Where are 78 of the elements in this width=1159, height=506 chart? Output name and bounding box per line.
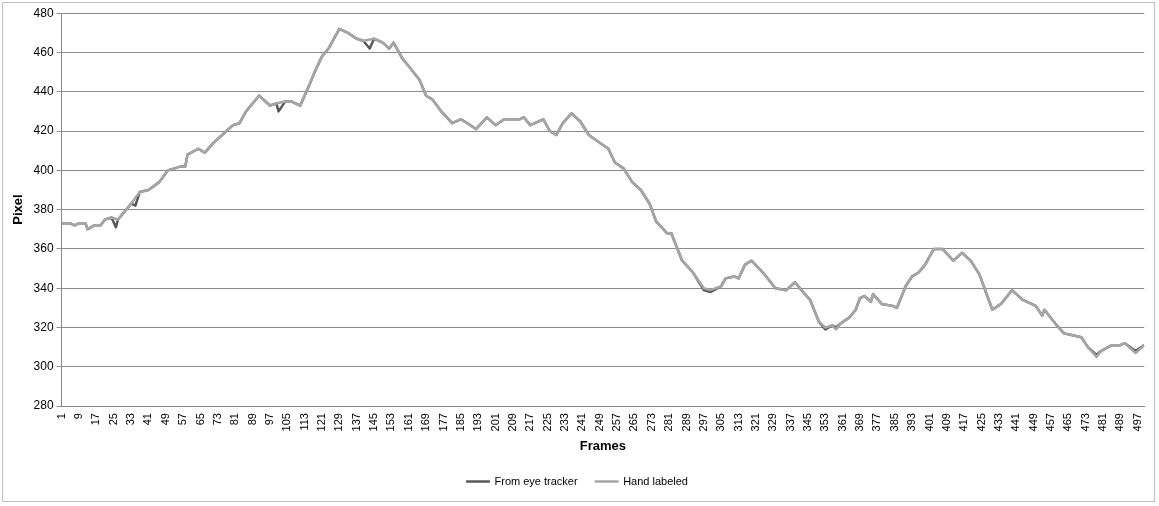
x-tick-label: 241 [575,413,588,432]
y-tick-label: 340 [33,280,54,295]
x-tick-label: 57 [176,413,189,426]
x-tick-label: 137 [349,413,362,432]
x-tick-label: 257 [610,413,623,432]
x-tick-label: 297 [696,413,709,432]
x-tick-label: 401 [922,413,935,432]
x-tick-label: 289 [679,413,692,432]
x-tick-label: 193 [471,413,484,432]
legend-label: Hand labeled [623,474,688,487]
y-tick-label: 440 [33,84,54,99]
x-tick-label: 121 [315,413,328,432]
x-tick-label: 353 [818,413,831,432]
x-tick-label: 49 [158,413,171,426]
x-tick-label: 25 [106,413,119,426]
x-tick-label: 329 [766,413,779,432]
y-axis-title: Pixel [10,194,26,225]
y-tick-label: 280 [33,398,54,413]
y-tick-label: 300 [33,359,54,374]
x-tick-label: 273 [644,413,657,432]
y-tick-label: 480 [33,5,54,20]
x-tick-label: 313 [731,413,744,432]
x-tick-label: 305 [714,413,727,432]
x-axis-title: Frames [579,437,627,453]
x-tick-label: 177 [436,413,449,432]
x-tick-label: 457 [1044,413,1057,432]
x-tick-label: 73 [210,413,223,426]
x-tick-label: 481 [1096,413,1109,432]
x-tick-label: 1 [54,413,67,420]
x-tick-label: 209 [505,413,518,432]
x-tick-label: 393 [905,413,918,432]
y-tick-label: 360 [33,241,54,256]
x-tick-label: 281 [662,413,675,432]
x-tick-label: 409 [939,413,952,432]
x-tick-label: 217 [523,413,536,432]
x-tick-label: 9 [72,413,85,420]
x-tick-label: 433 [991,413,1004,432]
x-tick-label: 441 [1009,413,1022,432]
x-tick-label: 265 [627,413,640,432]
x-tick-label: 361 [835,413,848,432]
x-tick-label: 169 [419,413,432,432]
x-tick-label: 465 [1061,413,1074,432]
x-tick-label: 369 [853,413,866,432]
x-tick-label: 385 [887,413,900,432]
x-tick-label: 145 [367,413,380,432]
x-tick-label: 97 [262,413,275,426]
x-tick-label: 129 [332,413,345,432]
x-tick-label: 41 [141,413,154,426]
x-tick-label: 113 [297,413,310,431]
x-tick-label: 161 [401,413,414,432]
x-tick-label: 17 [89,413,102,426]
y-tick-label: 380 [33,201,54,216]
x-tick-label: 33 [124,413,137,426]
x-tick-label: 425 [974,413,987,432]
x-tick-label: 225 [540,413,553,432]
x-tick-label: 497 [1130,413,1143,432]
y-tick-label: 420 [33,123,54,138]
x-tick-label: 185 [453,413,466,432]
legend-label: From eye tracker [494,474,578,487]
y-tick-label: 320 [33,319,54,334]
x-tick-label: 417 [957,413,970,432]
x-tick-label: 105 [280,413,293,432]
x-tick-label: 249 [592,413,605,432]
y-tick-label: 460 [33,44,54,59]
x-tick-label: 345 [801,413,814,432]
x-tick-label: 449 [1026,413,1039,432]
x-tick-label: 233 [558,413,571,432]
x-tick-label: 81 [228,413,241,426]
x-tick-label: 65 [193,413,206,426]
x-tick-label: 201 [488,413,501,432]
x-tick-label: 473 [1078,413,1091,432]
x-tick-label: 377 [870,413,883,432]
x-tick-label: 337 [783,413,796,432]
x-tick-label: 153 [384,413,397,432]
x-tick-label: 321 [748,413,761,432]
y-tick-label: 400 [33,162,54,177]
x-tick-label: 89 [245,413,258,426]
x-tick-label: 489 [1113,413,1126,432]
